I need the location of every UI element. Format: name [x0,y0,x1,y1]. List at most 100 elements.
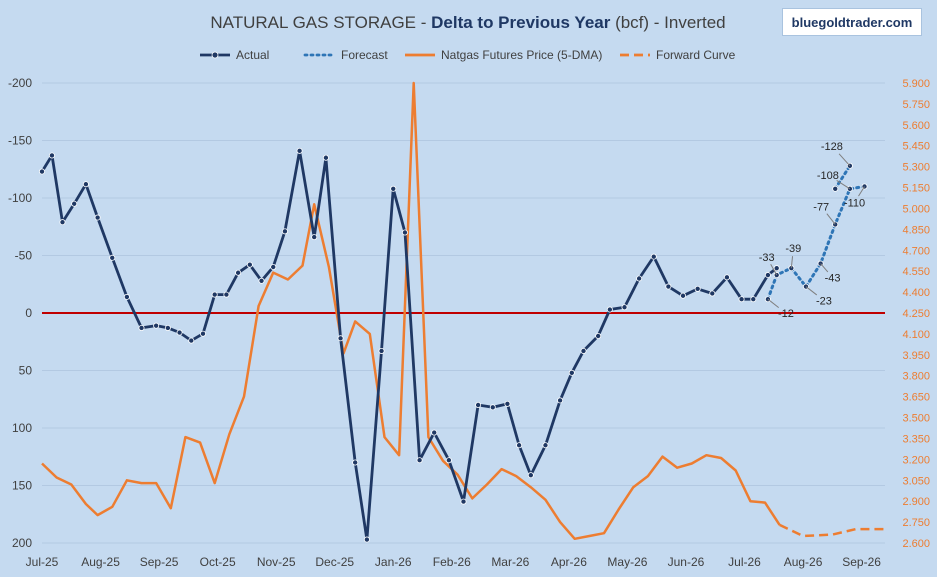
y-right-tick-label: 5.300 [902,162,930,174]
x-tick-label: Jan-26 [375,555,412,569]
y-right-tick-label: 3.050 [902,475,930,487]
y-right-tick-label: 5.000 [902,203,930,215]
legend-label: Forecast [341,48,388,62]
series-line-forward-curve [779,523,885,538]
actual-point [311,234,318,241]
actual-point [71,200,78,207]
actual-point [431,429,438,436]
actual-point [636,275,643,282]
annotation-label: -110 [844,198,865,210]
y-right-tick-label: 5.450 [902,141,930,153]
actual-point [606,306,613,313]
x-tick-label: Mar-26 [491,555,529,569]
actual-point [445,457,452,464]
actual-point [516,442,523,449]
actual-point [504,400,511,407]
y-right-tick-label: 2.900 [902,496,930,508]
annotation-leader [826,213,836,225]
series-line-forecast-peak [833,164,852,191]
annotation-label: -23 [816,296,832,308]
legend-label: Natgas Futures Price (5-DMA) [441,48,602,62]
actual-point [59,219,66,226]
y-right-tick-label: 3.350 [902,433,930,445]
actual-point [750,296,757,303]
actual-point [270,263,277,270]
title-part-1: NATURAL GAS STORAGE - [210,13,431,32]
annotation-leader [805,286,818,296]
series-line-forecast [766,185,866,301]
forecast-point [832,185,839,192]
annotation-leader [790,256,794,269]
x-tick-label: Jun-26 [668,555,705,569]
x-tick-label: May-26 [607,555,647,569]
y-right-tick-label: 3.500 [902,413,930,425]
actual-point [176,329,183,336]
actual-point [580,347,587,354]
actual-point [773,265,780,272]
x-tick-label: Jul-25 [26,555,59,569]
actual-point [322,154,329,161]
actual-point [568,369,575,376]
actual-point [709,290,716,297]
annotations: -12 -33 -39 -23 -43 -77 -108 -128 -110 [759,141,865,320]
actual-point [416,457,423,464]
forecast-point [861,183,868,190]
y-right-tick-label: 5.900 [902,78,930,90]
y-right-tick-label: 3.800 [902,371,930,383]
actual-point [527,472,534,479]
y-right-tick-label: 4.250 [902,308,930,320]
x-tick-label: Feb-26 [433,555,471,569]
actual-point [223,291,230,298]
forecast-point [773,272,780,279]
actual-point [211,291,218,298]
y-left-tick-label: -50 [15,249,33,263]
x-tick-label: Oct-25 [200,555,236,569]
y-left-tick-label: 200 [12,536,32,550]
y-left-tick-label: 0 [25,306,32,320]
annotation-leader [836,179,851,190]
chart-title: NATURAL GAS STORAGE - Delta to Previous … [210,13,725,32]
x-tick-label: Apr-26 [551,555,587,569]
actual-point [188,337,195,344]
title-part-bold: Delta to Previous Year [431,13,611,32]
actual-point [94,214,101,221]
annotation-leader [770,264,778,276]
actual-point [363,536,370,543]
y-right-tick-label: 4.700 [902,245,930,257]
y-right-tick-label: 3.950 [902,350,930,362]
actual-point [281,228,288,235]
actual-point [460,498,467,505]
actual-point [378,347,385,354]
y-right-tick-label: 4.850 [902,224,930,236]
actual-point [401,229,408,236]
x-tick-label: Aug-25 [81,555,120,569]
x-tick-label: Sep-26 [842,555,881,569]
actual-point [738,296,745,303]
actual-point [153,322,160,329]
actual-point [235,269,242,276]
actual-point [123,293,130,300]
actual-point [595,332,602,339]
y-right-tick-label: 2.600 [902,538,930,550]
legend-marker [211,51,219,59]
legend-label: Forward Curve [656,48,736,62]
actual-point [694,285,701,292]
brand-badge[interactable]: bluegoldtrader.com [782,8,922,36]
actual-point [352,459,359,466]
y-right-tick-label: 5.150 [902,183,930,195]
actual-point [39,168,46,175]
y-left-tick-label: 100 [12,421,32,435]
x-tick-label: Aug-26 [784,555,823,569]
actual-point [48,152,55,159]
y-right-tick-label: 5.600 [902,120,930,132]
actual-point [650,253,657,260]
actual-point [246,261,253,268]
actual-point [764,272,771,279]
actual-point [164,324,171,331]
x-tick-label: Jul-26 [728,555,761,569]
actual-point [621,304,628,311]
y-left-tick-label: 150 [12,479,32,493]
legend-label: Actual [236,48,269,62]
